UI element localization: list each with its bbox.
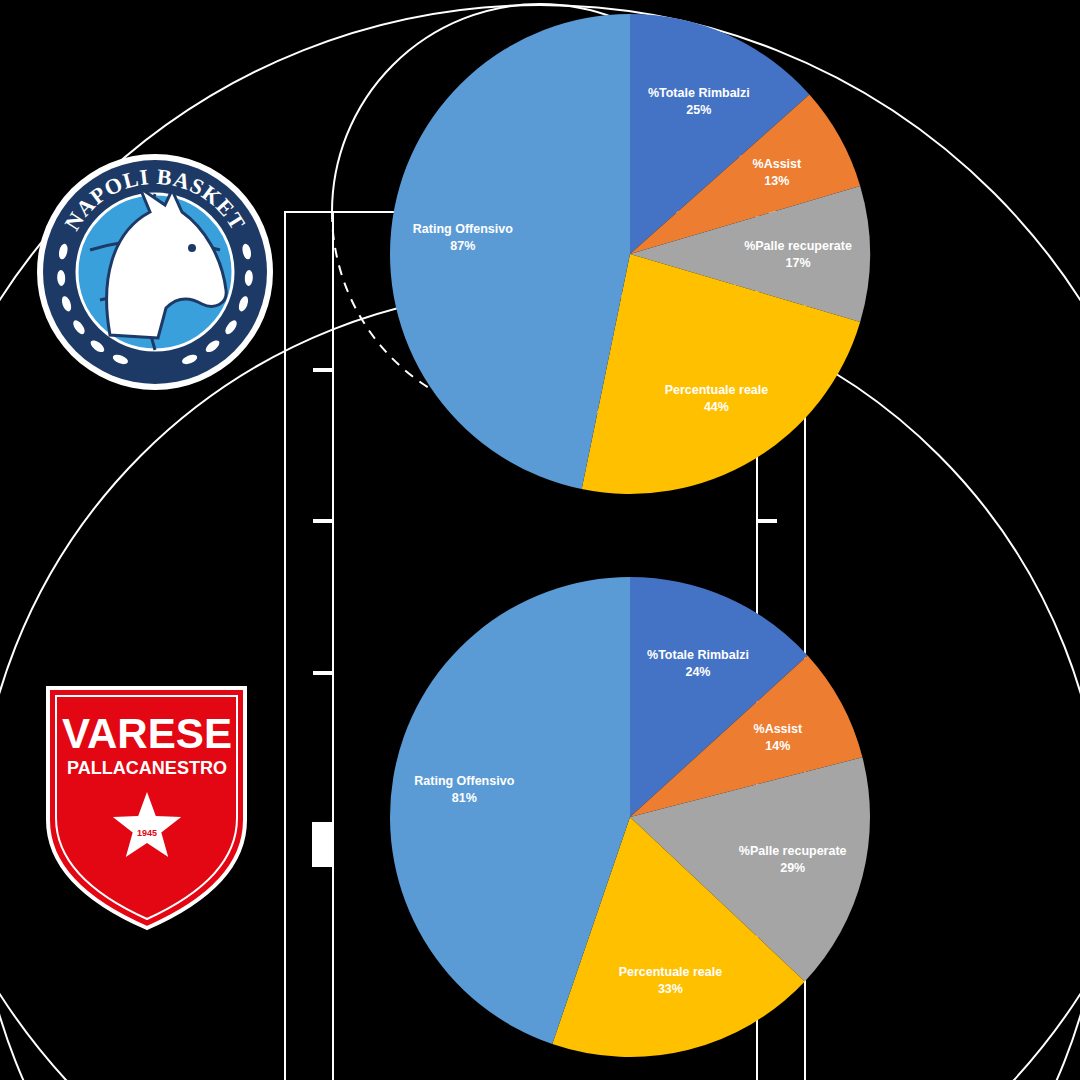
logo-horse-eye xyxy=(188,244,196,252)
slice-value: 33% xyxy=(658,982,683,996)
data-label: %Assist 14% xyxy=(754,722,803,753)
slice-value: 17% xyxy=(785,256,810,270)
logo-laurel xyxy=(244,270,253,286)
data-label: Rating Offensivo 81% xyxy=(414,774,514,805)
pie xyxy=(390,14,870,494)
slice-category: Percentuale reale xyxy=(619,965,723,979)
court-hash xyxy=(313,671,333,675)
slice-category: Percentuale reale xyxy=(665,383,769,397)
logo-laurel xyxy=(89,338,107,354)
slice-value: 25% xyxy=(686,103,711,117)
slice-category: %Totale Rimbalzi xyxy=(647,648,749,662)
logo-disc xyxy=(43,160,267,384)
stage: %Totale Rimbalzi 25% %Assist 13% %Palle recu… xyxy=(0,0,1080,1080)
logo-horse xyxy=(107,188,227,338)
pie-labels: %Totale Rimbalzi 24% %Assist 14% %Palle recu… xyxy=(414,648,846,996)
logo-year: 1945 xyxy=(137,828,157,838)
pie-labels: %Totale Rimbalzi 25% %Assist 13% %Palle recu… xyxy=(413,86,852,414)
court-hash xyxy=(313,519,333,523)
pie-slice xyxy=(582,254,860,494)
logo-laurel xyxy=(111,353,129,366)
logo-laurel xyxy=(241,243,252,260)
slice-category: %Assist xyxy=(753,157,802,171)
logo-shield xyxy=(48,688,245,928)
logo-laurel xyxy=(237,295,250,313)
page: {"chart_data": [ {"type": "pie", "catego… xyxy=(0,0,1080,1080)
logo-text: NAPOLI BASKET xyxy=(59,164,250,235)
pie-slice xyxy=(390,14,630,489)
data-label: Rating Offensivo 87% xyxy=(413,222,513,253)
logo-text: VARESE xyxy=(62,710,232,757)
slice-value: 13% xyxy=(764,174,789,188)
logo-star xyxy=(113,792,181,857)
data-label: %Assist 13% xyxy=(753,157,802,188)
logo-shield-inner xyxy=(56,696,237,919)
logo-subtitle: PALLACANESTRO xyxy=(67,758,227,778)
slice-value: 44% xyxy=(704,400,729,414)
court-hash xyxy=(757,519,777,523)
slice-value: 24% xyxy=(685,665,710,679)
logo-ring xyxy=(37,154,273,390)
slice-value: 14% xyxy=(765,739,790,753)
pie-slice xyxy=(390,577,630,1044)
logo-laurel xyxy=(57,270,66,286)
pie xyxy=(390,577,870,1057)
slice-category: %Palle recuperate xyxy=(739,844,847,858)
background xyxy=(0,0,1080,1080)
court-lane-line xyxy=(332,212,334,1080)
logo-laurel xyxy=(60,295,73,313)
logo-text: NAPOLI BASKET xyxy=(59,164,250,235)
slice-category: %Assist xyxy=(754,722,803,736)
data-label: %Palle recuperate 29% xyxy=(739,844,847,875)
logo-varese: VARESEPALLACANESTRO 1945 xyxy=(48,688,245,928)
data-label: Percentuale reale 33% xyxy=(619,965,723,996)
data-label: Percentuale reale 44% xyxy=(665,383,769,414)
canvas: %Totale Rimbalzi 25% %Assist 13% %Palle recu… xyxy=(0,0,1080,1080)
slice-value: 87% xyxy=(450,239,475,253)
court-block xyxy=(313,823,333,866)
data-label: %Totale Rimbalzi 25% xyxy=(648,86,750,117)
slice-value: 81% xyxy=(452,791,477,805)
logo-napoli: NAPOLI BASKET xyxy=(37,154,273,390)
court-hash xyxy=(313,368,333,372)
slice-category: %Totale Rimbalzi xyxy=(648,86,750,100)
logo-laurel xyxy=(71,318,87,336)
logo-laurel xyxy=(58,243,69,260)
logo-laurel xyxy=(181,353,199,366)
slice-category: %Palle recuperate xyxy=(744,239,852,253)
logo-laurel xyxy=(204,338,222,354)
court xyxy=(0,4,1080,1080)
slice-category: Rating Offensivo xyxy=(414,774,514,788)
court-arc-outer xyxy=(0,5,1080,1080)
slice-category: Rating Offensivo xyxy=(413,222,513,236)
slice-value: 29% xyxy=(780,861,805,875)
logo-laurel xyxy=(223,318,239,336)
data-label: %Palle recuperate 17% xyxy=(744,239,852,270)
data-label: %Totale Rimbalzi 24% xyxy=(647,648,749,679)
